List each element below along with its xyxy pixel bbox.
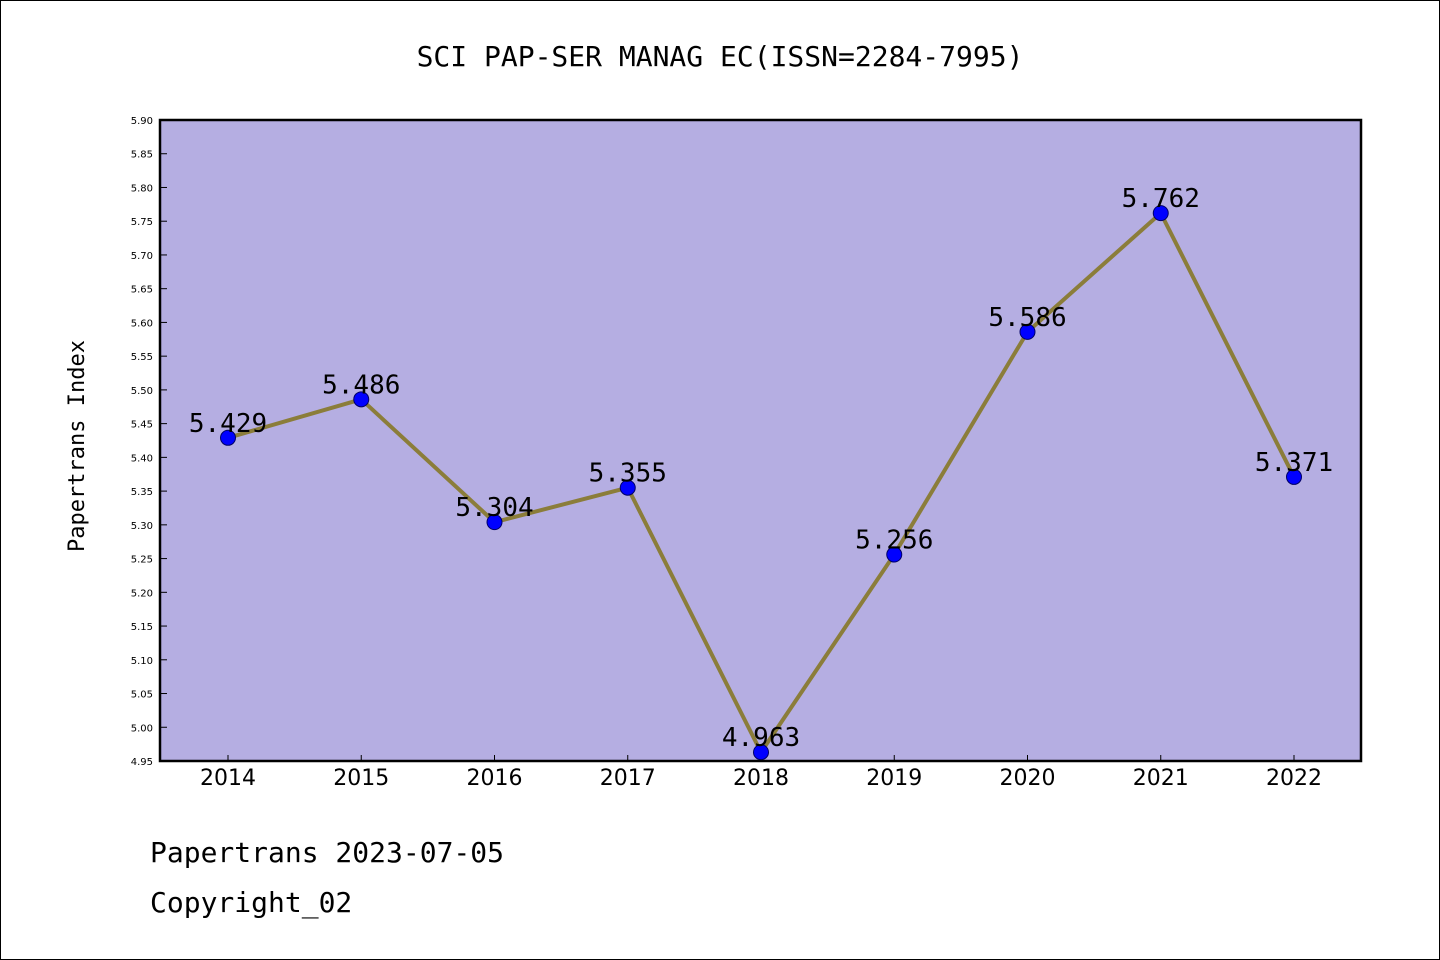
y-tick-label: 5.25 <box>131 555 153 566</box>
chart-title: SCI PAP-SER MANAG EC(ISSN=2284-7995) <box>417 40 1024 73</box>
data-label: 5.762 <box>1122 184 1200 214</box>
y-tick-label: 5.00 <box>131 723 153 734</box>
x-tick-label: 2014 <box>200 766 256 791</box>
data-label: 5.355 <box>589 459 667 489</box>
data-point <box>619 479 636 496</box>
plot-border <box>158 118 1363 763</box>
data-point <box>1019 323 1036 340</box>
y-axis-ticks: 4.95 5.00 5.05 5.10 5.15 5.20 5.25 5.30 5.35 5.40… <box>131 116 167 768</box>
data-point <box>1152 205 1169 222</box>
data-point <box>1286 468 1302 485</box>
x-tick-label: 2017 <box>600 766 656 791</box>
data-point <box>220 429 236 446</box>
x-tick-label: 2021 <box>1133 766 1189 791</box>
y-tick-label: 4.95 <box>131 757 153 768</box>
y-tick-label: 5.80 <box>131 183 153 194</box>
y-tick-label: 5.90 <box>131 116 153 127</box>
x-axis-ticks: 2014 2015 2016 2017 2018 2019 2020 2021 2022 <box>200 755 1322 791</box>
y-tick-label: 5.55 <box>131 352 153 363</box>
y-tick-label: 5.45 <box>131 420 153 431</box>
y-tick-label: 5.65 <box>131 285 153 296</box>
y-tick-label: 5.20 <box>131 588 153 599</box>
data-label: 5.486 <box>322 370 400 400</box>
y-tick-label: 5.30 <box>131 521 153 532</box>
x-tick-label: 2019 <box>866 766 922 791</box>
data-point <box>353 391 370 408</box>
data-point <box>753 744 769 761</box>
footer-source: Papertrans 2023-07-05 <box>150 836 505 869</box>
data-label: 5.371 <box>1255 448 1333 478</box>
y-tick-label: 5.35 <box>131 487 153 498</box>
y-tick-label: 5.15 <box>131 622 153 633</box>
y-tick-label: 5.10 <box>131 656 153 667</box>
y-tick-label: 5.50 <box>131 386 153 397</box>
y-tick-label: 5.60 <box>131 318 153 329</box>
y-tick-label: 5.75 <box>131 217 153 228</box>
data-label: 5.586 <box>988 303 1066 333</box>
data-labels: 5.429 5.486 5.304 5.355 4.963 5.256 5.586 5.762… <box>189 184 1333 753</box>
data-label: 5.429 <box>189 409 267 439</box>
y-tick-label: 5.40 <box>131 453 153 464</box>
x-tick-label: 2022 <box>1266 766 1322 791</box>
y-axis-label: Papertrans Index <box>65 340 90 552</box>
data-label: 4.963 <box>722 723 800 753</box>
data-point <box>486 514 503 531</box>
y-tick-label: 5.05 <box>131 690 153 701</box>
footer-copyright: Copyright_02 <box>150 886 353 919</box>
data-label: 5.256 <box>855 526 933 556</box>
x-tick-label: 2018 <box>733 766 789 791</box>
data-point <box>886 546 903 563</box>
y-tick-label: 5.85 <box>131 150 153 161</box>
plot-area <box>160 120 1361 761</box>
x-tick-label: 2015 <box>333 766 389 791</box>
series-line <box>220 205 1302 761</box>
x-tick-label: 2016 <box>467 766 523 791</box>
y-tick-label: 5.70 <box>131 251 153 262</box>
x-tick-label: 2020 <box>1000 766 1056 791</box>
data-label: 5.304 <box>455 493 533 523</box>
